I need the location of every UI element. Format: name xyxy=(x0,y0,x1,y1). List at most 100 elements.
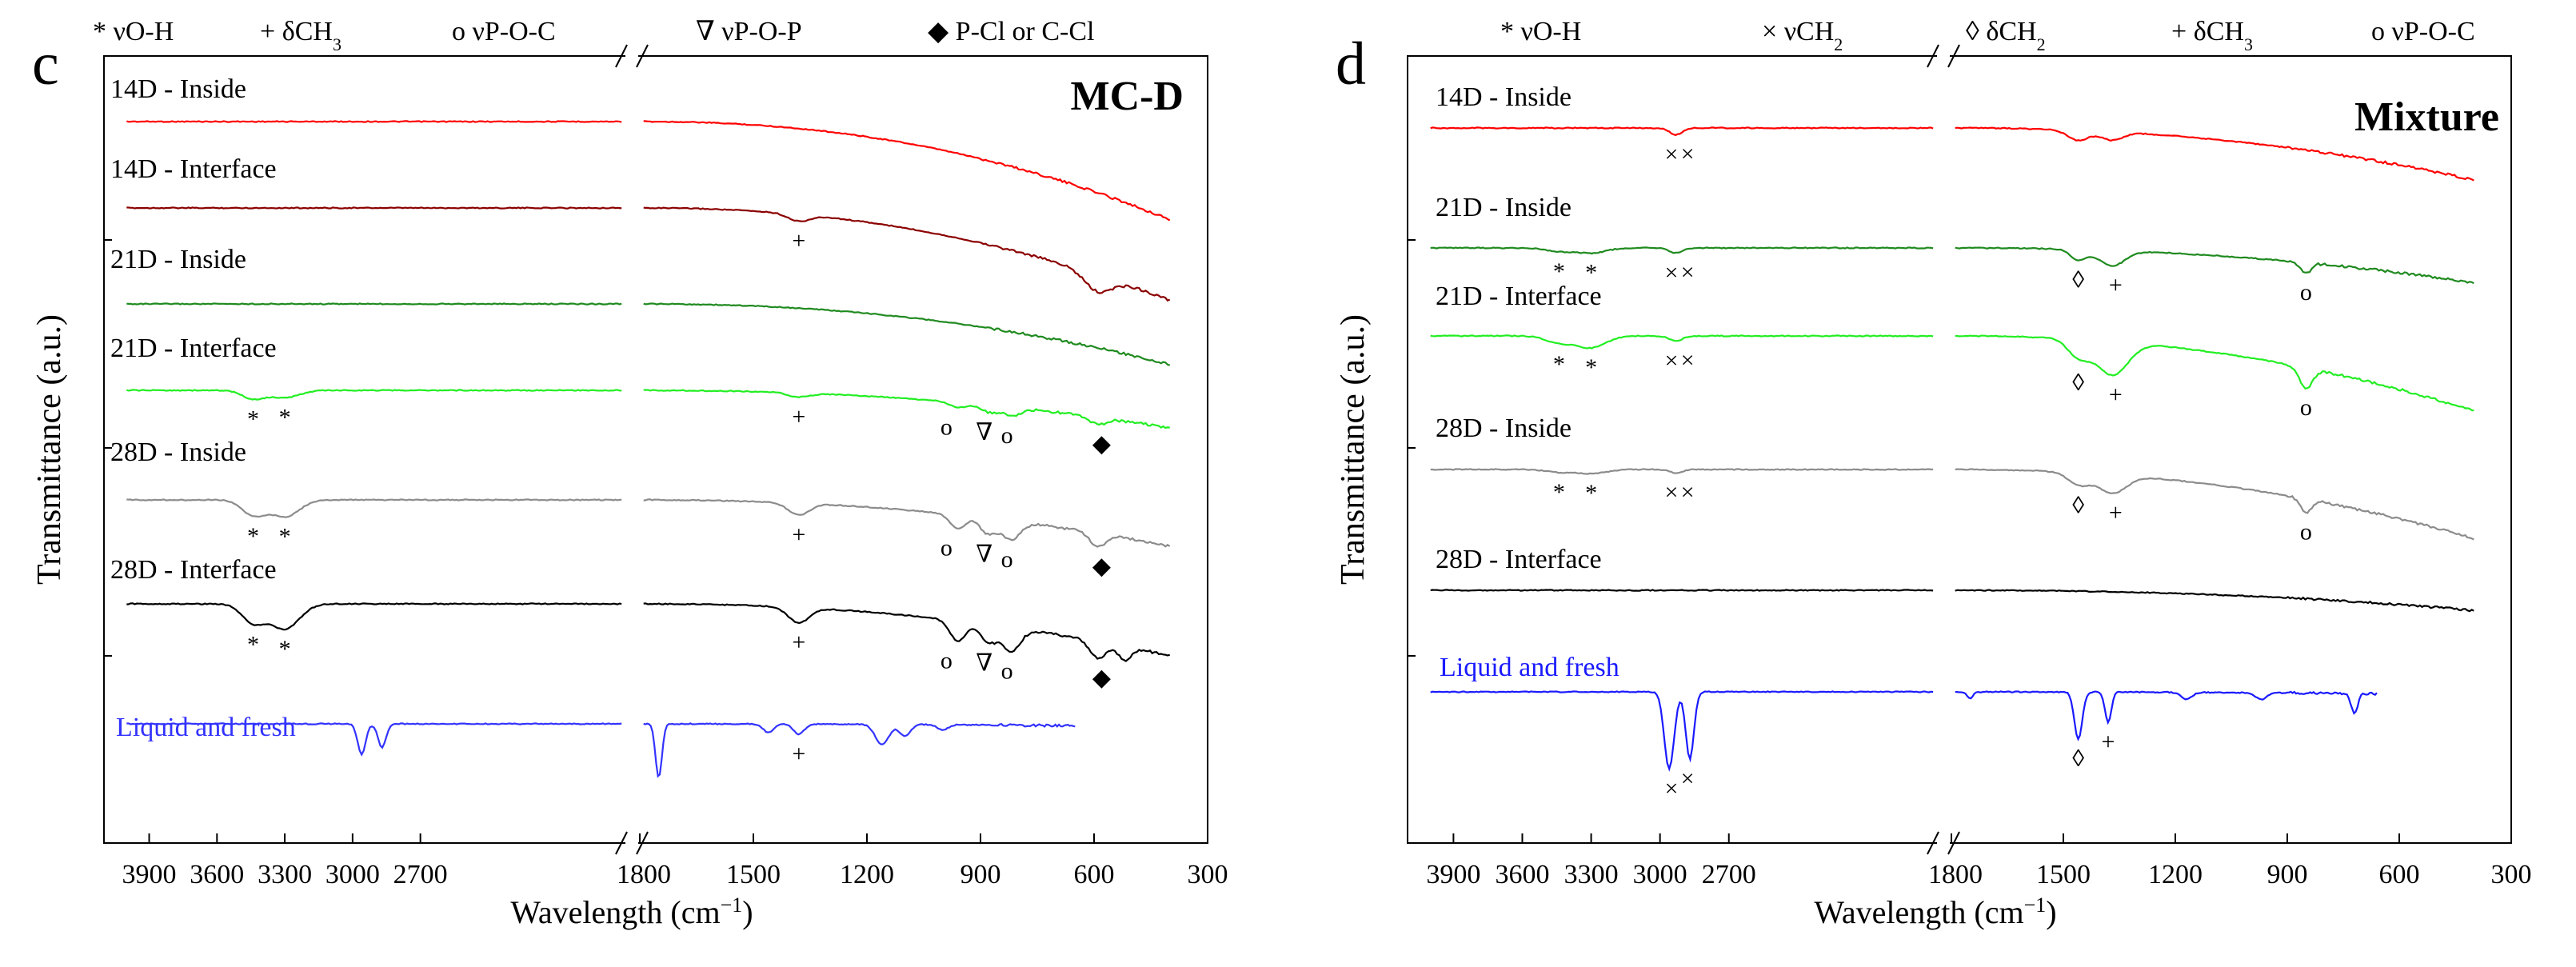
peak-marker: * xyxy=(247,632,259,658)
legend-item: o νP-O-C xyxy=(452,17,556,46)
series-line xyxy=(1955,589,2474,613)
axis-break-mark xyxy=(636,831,649,855)
series-label: Liquid and fresh xyxy=(116,713,296,742)
peak-marker: ◆ xyxy=(1092,431,1111,458)
axis-break-mark xyxy=(1947,44,1960,68)
series-line xyxy=(643,389,1170,430)
x-tick-label: 3600 xyxy=(190,860,244,889)
x-tick-label: 3300 xyxy=(1564,860,1619,889)
legend: * νO-H × νCH2 ◊ δCH2 + δCH3 o νP-O-C xyxy=(1500,17,2475,54)
series-line xyxy=(643,498,1171,548)
series-label: 21D - Interface xyxy=(1436,282,1602,311)
series-28d-inside: 28D - Inside * * × × ◊ + o xyxy=(1430,414,2474,545)
series-line xyxy=(126,206,622,210)
peak-marker: × xyxy=(1665,141,1679,167)
legend-item: o νP-O-C xyxy=(2371,17,2475,46)
y-axis-label: Transmittance (a.u.) xyxy=(31,314,68,585)
series-label: 14D - Inside xyxy=(110,74,246,104)
peak-marker: × xyxy=(1665,347,1679,374)
axis-break-mark xyxy=(1947,831,1960,855)
legend-item: + δCH3 xyxy=(2171,17,2253,54)
legend-item: ◊ δCH2 xyxy=(1966,17,2046,54)
peak-marker: × xyxy=(1681,347,1695,374)
peak-marker: × xyxy=(1665,479,1679,505)
x-tick-label: 300 xyxy=(2491,860,2532,889)
series-line xyxy=(643,722,1076,778)
peak-marker: + xyxy=(2109,272,2123,298)
series-28d-inside: 28D - Inside * * + o ∇ o ◆ xyxy=(110,438,1171,580)
peak-marker: ∇ xyxy=(976,541,992,568)
peak-marker: * xyxy=(1553,479,1565,505)
x-tick-label: 900 xyxy=(2267,860,2308,889)
series-label: 21D - Inside xyxy=(1436,193,1572,222)
x-tick-label: 600 xyxy=(2379,860,2420,889)
peak-marker: * xyxy=(1585,354,1597,381)
peak-marker: * xyxy=(1585,480,1597,506)
peak-marker: + xyxy=(792,228,805,254)
series-line xyxy=(643,206,1171,302)
x-tick-label: 3900 xyxy=(1426,860,1480,889)
peak-marker: ◊ xyxy=(2072,370,2084,396)
peak-marker: o xyxy=(1001,546,1013,573)
axis-break-top-gap xyxy=(625,51,638,61)
axis-break-bottom-gap xyxy=(1937,838,1950,848)
panel-letter: c xyxy=(32,30,59,98)
x-tick-label: 3900 xyxy=(122,860,177,889)
peak-marker: + xyxy=(792,521,805,548)
series-label: 28D - Inside xyxy=(110,438,246,467)
peak-marker: o xyxy=(2300,394,2312,421)
peak-marker: * xyxy=(1585,260,1597,286)
series-liquid-and-fresh: Liquid and fresh + xyxy=(116,713,1076,778)
x-tick-label: 3000 xyxy=(325,860,380,889)
axis-break-mark xyxy=(615,44,628,68)
legend-item: ◆ P-Cl or C-Cl xyxy=(928,17,1094,46)
peak-marker: * xyxy=(279,404,291,430)
plot-frame xyxy=(1407,55,2512,844)
series-21d-interface: 21D - Interface * * + o ∇ o ◆ xyxy=(110,334,1170,458)
x-tick-label: 1200 xyxy=(840,860,894,889)
axis-break-mark xyxy=(615,831,628,855)
x-tick-label: 1200 xyxy=(2148,860,2203,889)
legend-item: ∇ νP-O-P xyxy=(696,17,802,46)
peak-marker: ∇ xyxy=(976,650,992,677)
peak-marker: ◊ xyxy=(2072,493,2084,519)
legend-item: * νO-H xyxy=(93,17,174,46)
series-line xyxy=(126,602,622,631)
legend-item: * νO-H xyxy=(1500,17,1581,46)
legend: * νO-H + δCH3 o νP-O-C ∇ νP-O-P ◆ P-Cl or C-… xyxy=(93,17,1094,54)
chart-panel-c: 3900 3600 3300 3000 2700 1800 1500 1200 900 600 30… xyxy=(31,17,1228,930)
series-line xyxy=(1955,246,2474,285)
peak-marker: ◊ xyxy=(2072,745,2084,772)
series-label: 14D - Inside xyxy=(1436,82,1572,112)
axis-break-top-gap xyxy=(1937,51,1950,61)
series-21d-inside: 21D - Inside ◊ + * * × × o xyxy=(1430,193,2474,306)
peak-marker: * xyxy=(247,523,259,549)
plot-frame xyxy=(103,55,1208,844)
peak-marker: o xyxy=(1001,657,1013,684)
series-line xyxy=(126,722,622,757)
x-tick-label: 3600 xyxy=(1495,860,1549,889)
series-28d-interface: 28D - Interface xyxy=(1430,545,2474,613)
series-line xyxy=(1955,690,2378,741)
x-tick-label: 1500 xyxy=(726,860,781,889)
chart-title: MC-D xyxy=(1070,74,1184,119)
series-label: 28D - Interface xyxy=(110,555,277,585)
legend-item: × νCH2 xyxy=(1762,17,1843,54)
series-28d-interface: 28D - Interface * * + o ∇ o ◆ xyxy=(110,555,1171,691)
series-line xyxy=(1955,126,2474,182)
x-tick-label: 900 xyxy=(961,860,1001,889)
series-line xyxy=(643,302,1171,366)
peak-marker: o xyxy=(941,414,953,441)
series-14d-inside: 14D - Inside xyxy=(110,74,1171,222)
series-line xyxy=(126,389,622,401)
series-line xyxy=(1430,589,1934,592)
peak-marker: * xyxy=(279,636,291,662)
series-label: 21D - Inside xyxy=(110,245,246,274)
series-14d-inside: 14D - Inside × × xyxy=(1430,82,2474,182)
x-tick-label: 600 xyxy=(1074,860,1115,889)
series-line xyxy=(643,120,1171,222)
axis-break-mark xyxy=(636,44,649,68)
peak-marker: * xyxy=(1553,258,1565,285)
series-line xyxy=(126,498,622,518)
